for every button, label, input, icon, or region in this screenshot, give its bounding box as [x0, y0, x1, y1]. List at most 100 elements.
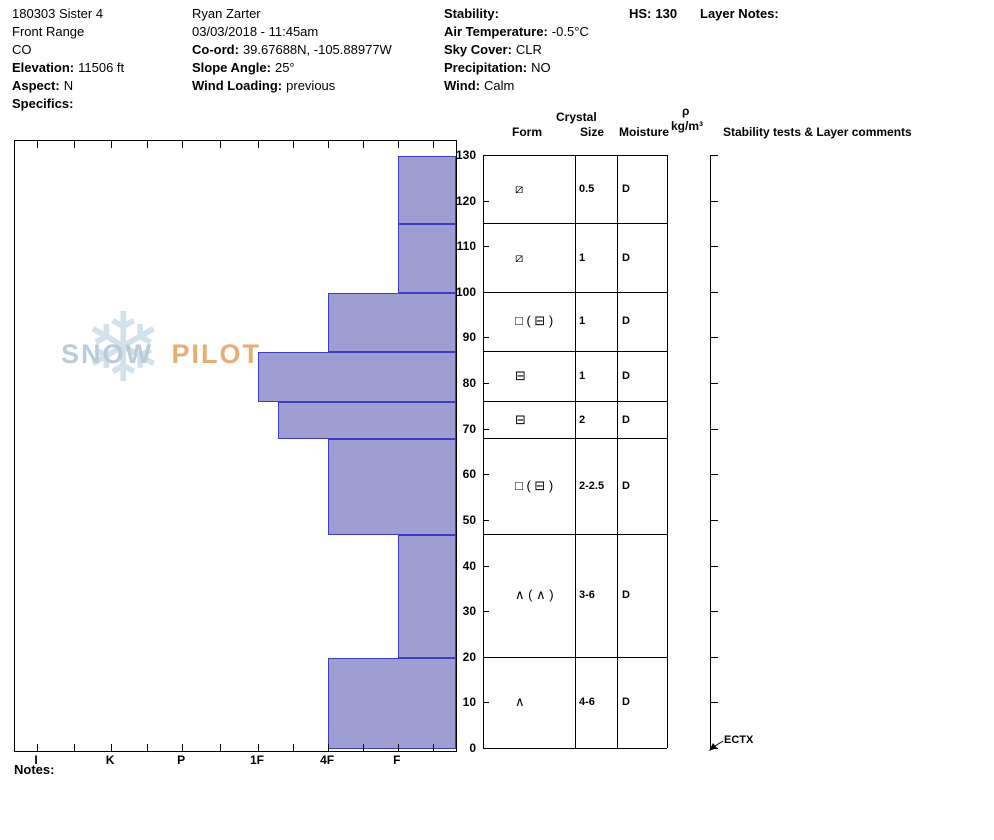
logo-wordmark: SNOW PILOT	[61, 339, 261, 370]
layer-bar	[397, 224, 456, 293]
table-row-line	[483, 437, 667, 439]
hardness-tick-top	[220, 141, 222, 148]
table-depth-tick	[483, 702, 489, 704]
grain-form-cell: □ ( ⊟ )	[515, 477, 554, 493]
hardness-tick-top	[397, 141, 399, 148]
grain-size-cell: 1	[579, 315, 586, 328]
hardness-profile-chart: ❄ SNOW PILOT	[14, 140, 457, 752]
coordinates-value: 39.67688N, -105.88977W	[242, 42, 392, 57]
notes-label: Notes:	[14, 762, 55, 777]
elevation-value: 11506 ft	[78, 60, 125, 75]
aspect-value: N	[63, 78, 74, 93]
table-vline	[710, 155, 711, 748]
hardness-tick-label: 1F	[249, 753, 264, 767]
moisture-cell: D	[622, 315, 630, 328]
specifics-label: Specifics:	[12, 96, 74, 111]
table-depth-tick	[483, 565, 489, 567]
size-header: Size	[580, 125, 605, 139]
grain-size-cell: 2-2.5	[579, 479, 605, 492]
moisture-cell: D	[622, 696, 630, 709]
header-location-block: 180303 Sister 4 Front Range CO Elevation…	[12, 5, 124, 113]
grain-form-cell: ⧄	[515, 181, 524, 197]
table-row-line	[483, 291, 667, 293]
hardness-tick-top	[74, 141, 76, 148]
wind-label: Wind:	[444, 78, 480, 93]
table-depth-tick	[483, 337, 489, 339]
table-depth-tick	[483, 428, 489, 430]
hardness-tick-bottom	[146, 744, 148, 751]
comments-header: Stability tests & Layer comments	[723, 125, 912, 139]
table-depth-tick	[483, 246, 489, 248]
hardness-tick-top	[182, 141, 184, 148]
table-row-line	[483, 533, 667, 535]
table-row-line	[483, 656, 667, 658]
slope-angle-label: Slope Angle:	[192, 60, 271, 75]
air-temperature-row: Air Temperature: -0.5°C	[444, 23, 589, 41]
hardness-tick-bottom	[220, 744, 222, 751]
table-depth-tick	[483, 474, 489, 476]
hardness-tick-top	[362, 141, 364, 148]
comments-depth-tick	[710, 656, 718, 658]
hardness-tick-top	[111, 141, 113, 148]
hs-label: HS:	[629, 6, 652, 21]
layer-bar	[328, 657, 456, 749]
comments-depth-tick	[710, 337, 718, 339]
comments-depth-tick	[710, 565, 718, 567]
hardness-tick-bottom	[182, 744, 184, 751]
grain-size-cell: 4-6	[579, 696, 595, 709]
state-name: CO	[12, 42, 32, 57]
table-row-line	[483, 223, 667, 225]
hardness-tick-bottom	[74, 744, 76, 751]
grain-size-cell: 2	[579, 413, 586, 426]
ect-result-label: ECTX	[724, 734, 754, 746]
table-depth-tick	[483, 200, 489, 202]
table-depth-tick	[483, 748, 489, 749]
precipitation-label: Precipitation:	[444, 60, 528, 75]
hardness-tick-label: P	[177, 753, 186, 767]
hardness-tick-bottom	[362, 744, 364, 751]
hardness-tick-label: F	[393, 753, 401, 767]
moisture-cell: D	[622, 251, 630, 264]
header-observer-block: Ryan Zarter 03/03/2018 - 11:45am Co-ord:…	[192, 5, 392, 95]
moisture-cell: D	[622, 589, 630, 602]
table-depth-tick	[483, 519, 489, 521]
grain-size-cell: 0.5	[579, 183, 595, 196]
layer-bar	[277, 402, 456, 439]
table-depth-tick	[483, 155, 489, 156]
grain-form-cell: ⊟	[515, 368, 526, 384]
comments-depth-tick	[710, 155, 718, 156]
slope-angle-row: Slope Angle: 25°	[192, 59, 392, 77]
table-depth-tick	[483, 611, 489, 613]
pit-name: 180303 Sister 4	[12, 6, 104, 21]
hardness-tick-bottom	[293, 744, 295, 751]
table-row-line	[483, 155, 667, 156]
crystal-header: Crystal	[556, 110, 597, 124]
table-vline	[617, 155, 618, 748]
moisture-cell: D	[622, 479, 630, 492]
wind-loading-label: Wind Loading:	[192, 78, 283, 93]
stability-label: Stability:	[444, 6, 499, 21]
table-row-line	[483, 401, 667, 403]
moisture-cell: D	[622, 413, 630, 426]
layer-bar	[397, 156, 456, 225]
header-conditions-block: Stability: Air Temperature: -0.5°C Sky Co…	[444, 5, 589, 95]
grain-form-cell: ∧ ( ∧ )	[515, 587, 554, 603]
sky-cover-row: Sky Cover: CLR	[444, 41, 589, 59]
comments-depth-tick	[710, 246, 718, 248]
wind-row: Wind: Calm	[444, 77, 589, 95]
coordinates-label: Co-ord:	[192, 42, 239, 57]
moisture-cell: D	[622, 370, 630, 383]
precipitation-value: NO	[531, 60, 551, 75]
stability-row: Stability:	[444, 5, 589, 23]
table-depth-tick	[483, 383, 489, 385]
observer-name: Ryan Zarter	[192, 6, 261, 21]
air-temperature-label: Air Temperature:	[444, 24, 548, 39]
precipitation-row: Precipitation: NO	[444, 59, 589, 77]
hardness-tick-top	[432, 141, 434, 148]
snowpilot-logo: ❄ SNOW PILOT	[55, 301, 259, 411]
grain-form-cell: □ ( ⊟ )	[515, 313, 554, 329]
wind-loading-row: Wind Loading: previous	[192, 77, 392, 95]
hardness-tick-bottom	[111, 744, 113, 751]
layer-bar	[257, 352, 456, 403]
sky-cover-label: Sky Cover:	[444, 42, 512, 57]
